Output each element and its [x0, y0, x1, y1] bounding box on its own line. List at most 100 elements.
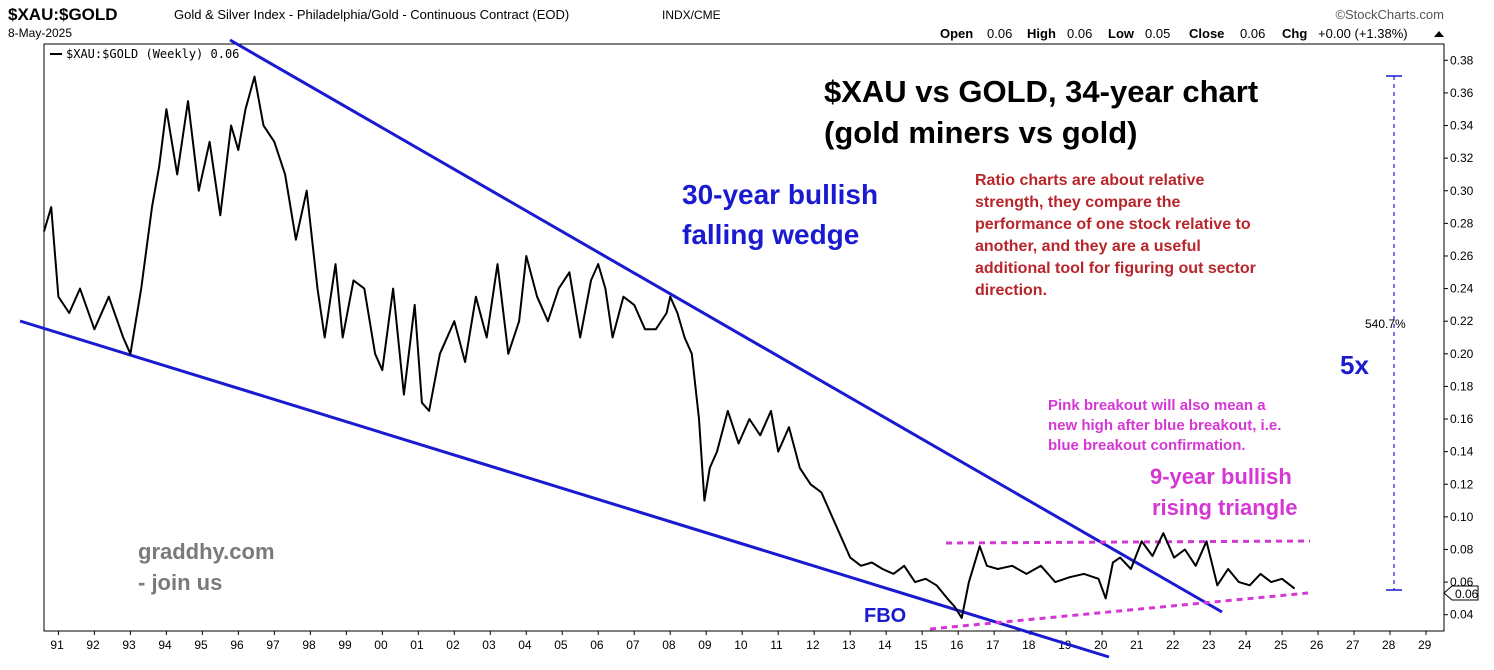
triangle-lower-line [929, 591, 1309, 631]
symbol-title: $XAU:$GOLD [8, 5, 118, 24]
y-tick-label: 0.36 [1450, 86, 1474, 100]
multiple-label: 5x [1340, 350, 1369, 380]
chart-subtitle: (gold miners vs gold) [824, 115, 1137, 150]
x-tick-label: 17 [986, 638, 1000, 652]
x-tick-label: 25 [1274, 638, 1288, 652]
wedge-label-2: falling wedge [682, 219, 859, 250]
x-tick-label: 92 [86, 638, 100, 652]
y-tick-label: 0.26 [1450, 249, 1474, 263]
chart-date: 8-May-2025 [8, 26, 72, 40]
y-tick-label: 0.28 [1450, 216, 1474, 230]
stockcharts-logo: ©StockCharts.com [1335, 7, 1444, 22]
y-tick-label: 0.20 [1450, 347, 1474, 361]
y-tick-label: 0.24 [1450, 282, 1474, 296]
pink-note: Pink breakout will also mean a new high … [1048, 397, 1281, 454]
x-tick-label: 01 [410, 638, 424, 652]
high-label: High [1027, 26, 1056, 41]
x-tick-label: 04 [518, 638, 532, 652]
low-value: 0.05 [1145, 26, 1170, 41]
x-tick-label: 29 [1418, 638, 1432, 652]
y-tick-label: 0.08 [1450, 542, 1474, 556]
pink-note-line: new high after blue breakout, i.e. [1048, 417, 1281, 434]
y-tick-label: 0.18 [1450, 379, 1474, 393]
triangle-label-2: rising triangle [1152, 495, 1297, 520]
x-tick-label: 16 [950, 638, 964, 652]
ratio-note-line: another, and they are a useful [975, 238, 1201, 255]
x-tick-label: 14 [878, 638, 892, 652]
close-value: 0.06 [1240, 26, 1265, 41]
y-tick-label: 0.32 [1450, 151, 1474, 165]
fbo-label: FBO [864, 605, 906, 627]
x-tick-label: 95 [194, 638, 208, 652]
x-tick-label: 08 [662, 638, 676, 652]
y-axis: 0.040.060.080.100.120.140.160.180.200.22… [1444, 53, 1474, 622]
x-tick-label: 05 [554, 638, 568, 652]
x-tick-label: 26 [1310, 638, 1324, 652]
x-tick-label: 97 [266, 638, 280, 652]
chart-title: $XAU vs GOLD, 34-year chart [824, 74, 1258, 109]
x-tick-label: 28 [1382, 638, 1396, 652]
x-tick-label: 02 [446, 638, 460, 652]
plot-frame [43, 43, 1445, 632]
x-tick-label: 21 [1130, 638, 1144, 652]
x-tick-label: 09 [698, 638, 712, 652]
x-tick-label: 27 [1346, 638, 1360, 652]
x-tick-label: 12 [806, 638, 820, 652]
low-label: Low [1108, 26, 1135, 41]
price-series-line [43, 75, 1296, 619]
exchange-label: INDX/CME [662, 8, 721, 22]
ohlc-readout: Open 0.06 High 0.06 Low 0.05 Close 0.06 … [940, 26, 1444, 41]
x-axis: 91 92 93 94 95 96 97 98 99 00 01 02 03 04 05 06 07 08 09 10… [50, 631, 1432, 652]
x-tick-label: 22 [1166, 638, 1180, 652]
x-tick-label: 23 [1202, 638, 1216, 652]
pink-note-line: blue breakout confirmation. [1048, 437, 1246, 454]
x-tick-label: 20 [1094, 638, 1108, 652]
y-tick-label: 0.10 [1450, 510, 1474, 524]
ratio-note-line: direction. [975, 282, 1047, 299]
y-tick-label: 0.34 [1450, 119, 1474, 133]
y-tick-label: 0.38 [1450, 53, 1474, 67]
wedge-label-1: 30-year bullish [682, 179, 878, 210]
pink-note-line: Pink breakout will also mean a [1048, 397, 1266, 414]
y-tick-label: 0.22 [1450, 314, 1474, 328]
x-tick-label: 94 [158, 638, 172, 652]
close-label: Close [1189, 26, 1224, 41]
chg-label: Chg [1282, 26, 1307, 41]
x-tick-label: 13 [842, 638, 856, 652]
x-tick-label: 93 [122, 638, 136, 652]
ratio-note: Ratio charts are about relative strength… [975, 172, 1256, 299]
site-join-label: - join us [138, 570, 222, 595]
wedge-upper-trendline [229, 38, 1223, 614]
y-tick-label: 0.14 [1450, 445, 1474, 459]
ratio-note-line: performance of one stock relative to [975, 216, 1251, 233]
triangle-upper-line [945, 539, 1311, 545]
x-tick-label: 18 [1022, 638, 1036, 652]
x-tick-label: 07 [626, 638, 640, 652]
x-tick-label: 91 [50, 638, 64, 652]
ratio-note-line: Ratio charts are about relative [975, 172, 1205, 189]
y-tick-label: 0.16 [1450, 412, 1474, 426]
x-tick-label: 99 [338, 638, 352, 652]
last-value-tag: 0.06 [1443, 585, 1479, 601]
wedge-lower-trendline [19, 319, 1110, 659]
y-tick-label: 0.30 [1450, 184, 1474, 198]
high-value: 0.06 [1067, 26, 1092, 41]
x-tick-label: 00 [374, 638, 388, 652]
percent-change-label: 540.7% [1365, 317, 1406, 331]
y-tick-label: 0.04 [1450, 608, 1474, 622]
x-tick-label: 11 [770, 638, 783, 652]
triangle-label-1: 9-year bullish [1150, 464, 1292, 489]
x-tick-label: 15 [914, 638, 928, 652]
x-tick-label: 03 [482, 638, 496, 652]
open-label: Open [940, 26, 973, 41]
site-label: graddhy.com [138, 539, 275, 564]
x-tick-label: 96 [230, 638, 244, 652]
x-tick-label: 24 [1238, 638, 1252, 652]
last-value-text: 0.06 [1455, 587, 1479, 601]
open-value: 0.06 [987, 26, 1012, 41]
ratio-note-line: additional tool for figuring out sector [975, 260, 1256, 277]
x-tick-label: 98 [302, 638, 316, 652]
x-tick-label: 10 [734, 638, 748, 652]
ratio-note-line: strength, they compare the [975, 194, 1180, 211]
